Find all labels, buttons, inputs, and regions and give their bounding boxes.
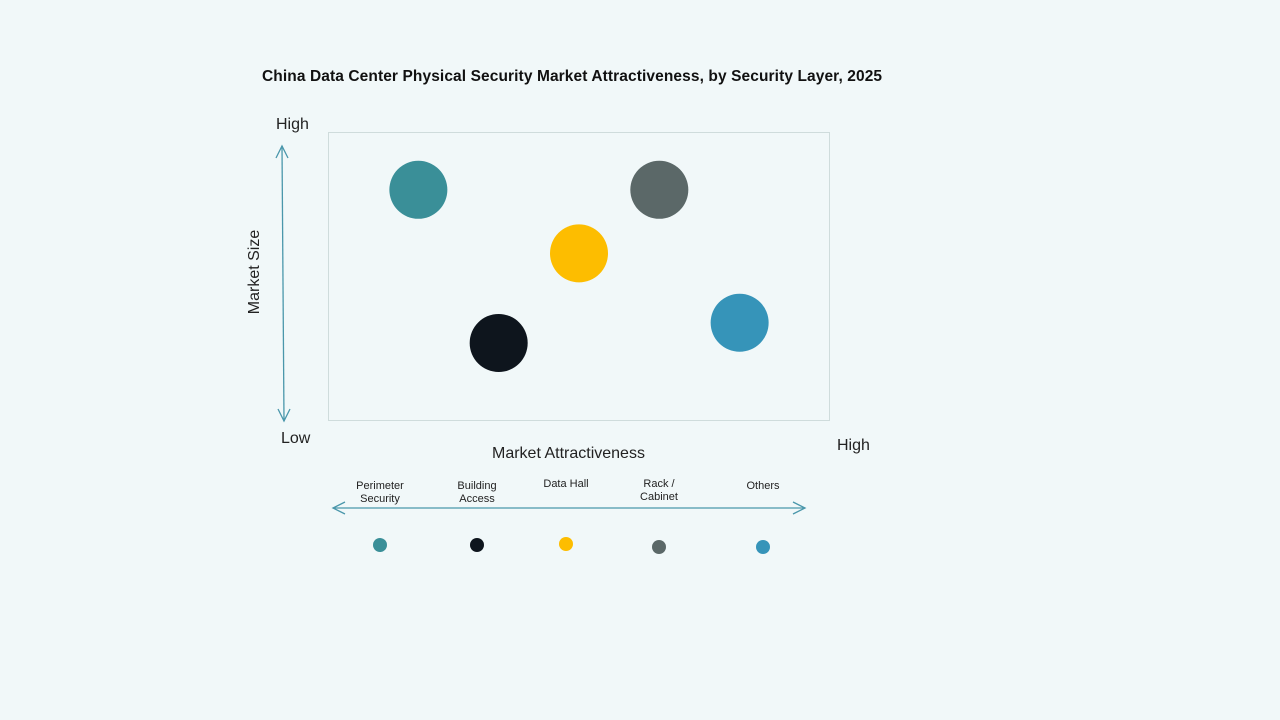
legend-arrow-icon	[331, 501, 807, 515]
legend-label-line: Others	[746, 480, 780, 492]
bubble-data-hall	[550, 224, 608, 283]
legend-marker-icon	[652, 540, 666, 554]
legend-label-line: Rack /	[643, 478, 675, 490]
bubble-series	[389, 160, 769, 372]
legend-label: Building Access	[457, 480, 496, 506]
legend-label: Data Hall	[543, 478, 588, 491]
x-axis-title: Market Attractiveness	[492, 445, 645, 462]
legend-marker-icon	[756, 540, 770, 554]
legend-marker-icon	[373, 538, 387, 552]
bubble-building-access	[469, 313, 528, 372]
legend-label: Perimeter Security	[356, 480, 404, 506]
y-axis-arrow-icon	[275, 144, 291, 423]
bubble-others	[710, 293, 769, 352]
legend-marker-icon	[559, 537, 573, 551]
legend-label-line: Cabinet	[640, 491, 678, 503]
legend-label-line: Perimeter	[356, 480, 404, 492]
chart-title: China Data Center Physical Security Mark…	[262, 68, 883, 85]
legend-label-line: Building	[457, 480, 497, 492]
y-axis-low-label: Low	[281, 430, 311, 447]
legend-label-line: Access	[459, 493, 495, 505]
plot-area	[328, 132, 830, 421]
legend-marker-icon	[470, 538, 484, 552]
legend-label-line: Data Hall	[543, 478, 589, 490]
bubble-perimeter-security	[389, 160, 448, 219]
bubble-rack-cabinet	[630, 160, 689, 219]
y-axis-high-label: High	[276, 116, 309, 133]
legend-label: Others	[746, 480, 779, 493]
x-axis-high-label: High	[837, 437, 870, 454]
legend-label-line: Security	[360, 493, 400, 505]
legend-markers	[373, 537, 770, 554]
legend-label: Rack / Cabinet	[640, 478, 678, 504]
